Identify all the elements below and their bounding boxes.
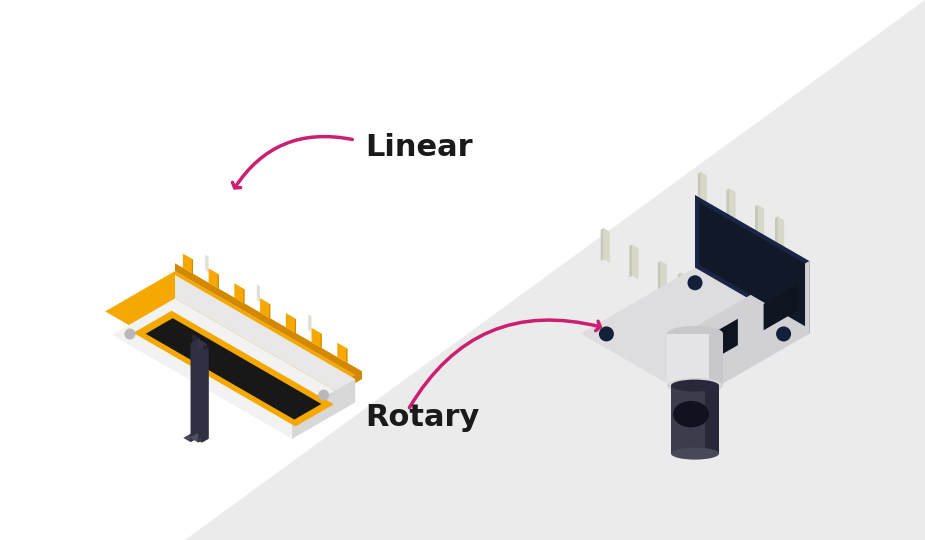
- Polygon shape: [658, 261, 660, 294]
- Polygon shape: [257, 285, 260, 302]
- Polygon shape: [695, 195, 809, 334]
- Polygon shape: [667, 334, 723, 386]
- Polygon shape: [175, 264, 362, 379]
- Polygon shape: [308, 314, 312, 332]
- Polygon shape: [681, 273, 687, 307]
- Polygon shape: [295, 319, 296, 334]
- Polygon shape: [697, 172, 701, 205]
- Polygon shape: [338, 343, 348, 363]
- Polygon shape: [292, 371, 362, 419]
- Ellipse shape: [671, 448, 719, 460]
- Polygon shape: [292, 379, 355, 439]
- Text: Rotary: Rotary: [365, 403, 479, 433]
- Polygon shape: [671, 386, 719, 454]
- Polygon shape: [701, 172, 707, 207]
- Polygon shape: [243, 289, 244, 304]
- Polygon shape: [660, 261, 667, 296]
- Polygon shape: [192, 334, 200, 437]
- Polygon shape: [729, 188, 735, 224]
- Polygon shape: [695, 261, 809, 400]
- Polygon shape: [632, 245, 638, 280]
- Polygon shape: [726, 188, 729, 221]
- Polygon shape: [705, 386, 719, 454]
- Polygon shape: [183, 254, 193, 274]
- Polygon shape: [775, 217, 778, 249]
- Text: Linear: Linear: [365, 133, 473, 163]
- Polygon shape: [202, 348, 208, 443]
- Polygon shape: [600, 228, 603, 261]
- Polygon shape: [286, 313, 296, 333]
- Polygon shape: [112, 299, 355, 439]
- Polygon shape: [209, 268, 218, 288]
- Ellipse shape: [671, 380, 719, 392]
- Polygon shape: [321, 334, 322, 349]
- Polygon shape: [198, 344, 207, 443]
- Polygon shape: [712, 319, 738, 360]
- Polygon shape: [197, 436, 208, 443]
- Polygon shape: [183, 433, 200, 442]
- Ellipse shape: [667, 378, 723, 393]
- Polygon shape: [234, 284, 244, 303]
- Ellipse shape: [667, 326, 723, 341]
- Circle shape: [687, 377, 702, 393]
- Polygon shape: [133, 310, 334, 427]
- Circle shape: [776, 326, 791, 341]
- Polygon shape: [204, 345, 208, 438]
- Polygon shape: [205, 255, 209, 272]
- Polygon shape: [175, 275, 355, 402]
- Polygon shape: [629, 245, 632, 278]
- Polygon shape: [581, 268, 809, 400]
- Ellipse shape: [673, 401, 709, 427]
- Polygon shape: [709, 334, 723, 386]
- Polygon shape: [603, 228, 610, 263]
- Polygon shape: [699, 202, 805, 326]
- Polygon shape: [678, 273, 681, 306]
- Circle shape: [598, 326, 614, 341]
- Polygon shape: [260, 298, 270, 318]
- Polygon shape: [755, 205, 758, 238]
- Polygon shape: [146, 318, 321, 420]
- Polygon shape: [191, 259, 193, 274]
- Polygon shape: [758, 205, 764, 240]
- Polygon shape: [346, 348, 348, 363]
- Polygon shape: [105, 271, 362, 419]
- Polygon shape: [778, 217, 784, 252]
- Polygon shape: [764, 284, 798, 330]
- Circle shape: [687, 275, 702, 291]
- Circle shape: [318, 390, 329, 401]
- Polygon shape: [191, 338, 200, 442]
- Polygon shape: [217, 274, 218, 289]
- Polygon shape: [269, 304, 270, 319]
- Polygon shape: [190, 433, 207, 443]
- Polygon shape: [312, 328, 322, 348]
- Polygon shape: [198, 339, 207, 437]
- Polygon shape: [172, 332, 216, 357]
- Circle shape: [125, 328, 135, 340]
